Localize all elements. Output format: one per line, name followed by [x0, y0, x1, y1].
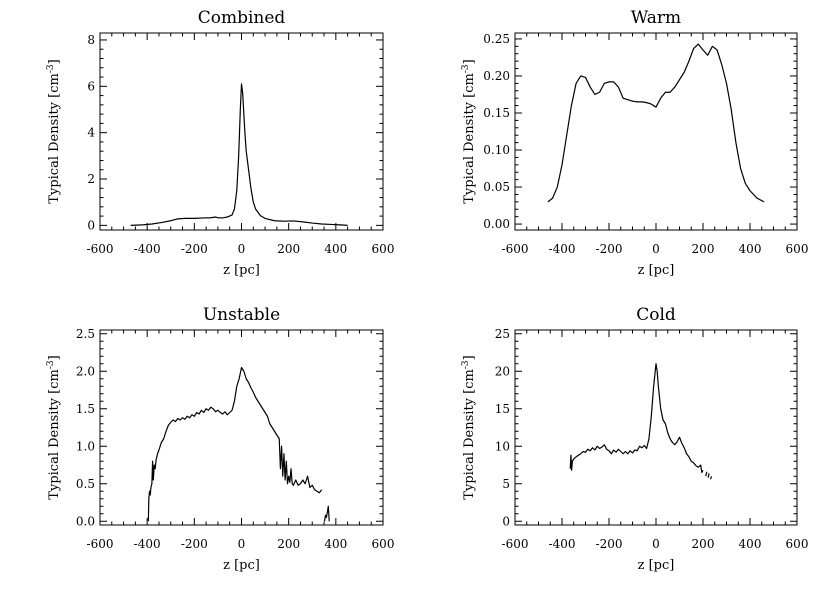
- x-tick-label: 0: [652, 537, 660, 551]
- y-tick-label: 0.05: [483, 180, 510, 194]
- x-tick-label: -200: [596, 242, 623, 256]
- series-line-warm: [547, 43, 765, 203]
- plot-frame: [514, 32, 798, 231]
- chart-title: Cold: [636, 305, 676, 325]
- y-tick-label: 0.10: [483, 143, 510, 157]
- y-tick-label: 2: [87, 172, 95, 186]
- series-line-cold: [705, 471, 708, 477]
- x-tick-label: 400: [324, 242, 347, 256]
- y-tick-label: 0.0: [76, 514, 95, 528]
- x-tick-label: -400: [549, 537, 576, 551]
- x-tick-label: -600: [502, 242, 529, 256]
- x-tick-label: 400: [739, 537, 762, 551]
- x-tick-label: 400: [324, 537, 347, 551]
- series-line-unstable: [323, 505, 330, 522]
- chart-title: Combined: [198, 8, 286, 28]
- y-tick-label: 6: [87, 79, 95, 93]
- y-tick-label: 0.20: [483, 69, 510, 83]
- y-tick-label: 0.25: [483, 32, 510, 46]
- x-tick-label: -400: [549, 242, 576, 256]
- plot-frame: [514, 329, 798, 526]
- x-tick-label: 0: [652, 242, 660, 256]
- y-tick-label: 0.5: [76, 477, 95, 491]
- y-tick-label: 0.15: [483, 106, 510, 120]
- x-tick-label: -200: [181, 537, 208, 551]
- x-tick-label: 600: [372, 242, 395, 256]
- y-tick-label: 1.0: [76, 439, 95, 453]
- x-tick-label: -600: [502, 537, 529, 551]
- x-tick-label: -400: [134, 242, 161, 256]
- x-tick-label: 600: [786, 537, 809, 551]
- x-tick-label: -400: [134, 537, 161, 551]
- x-axis-label: z [pc]: [223, 263, 260, 278]
- plot-frame: [99, 32, 384, 231]
- panel-combined: Combined -600 -400 -200 0 200 400 600 0 2 4 6 8 z [pc…: [46, 8, 394, 278]
- y-tick-label: 15: [495, 402, 510, 416]
- series-line-unstable: [147, 366, 323, 522]
- y-axis-label: Typical Density [cm-3]: [46, 59, 62, 203]
- y-tick-label: 0.00: [483, 217, 510, 231]
- x-tick-label: -600: [87, 242, 114, 256]
- series-line-cold: [709, 476, 713, 480]
- chart-title: Warm: [631, 8, 681, 28]
- plot-frame: [99, 329, 384, 526]
- x-tick-label: 600: [372, 537, 395, 551]
- series-line-combined: [130, 83, 348, 226]
- x-tick-label: 200: [277, 537, 300, 551]
- y-tick-label: 2.5: [76, 327, 95, 341]
- y-tick-label: 8: [87, 33, 95, 47]
- y-tick-label: 2.0: [76, 364, 95, 378]
- x-tick-label: 200: [692, 242, 715, 256]
- y-axis-label: Typical Density [cm-3]: [461, 355, 477, 499]
- y-tick-label: 0: [87, 218, 95, 232]
- x-tick-label: 200: [277, 242, 300, 256]
- y-axis-label: Typical Density [cm-3]: [46, 355, 62, 499]
- y-tick-label: 1.5: [76, 402, 95, 416]
- y-tick-label: 25: [495, 327, 510, 341]
- x-tick-label: 600: [786, 242, 809, 256]
- x-tick-label: 0: [238, 537, 246, 551]
- chart-title: Unstable: [203, 305, 280, 325]
- x-tick-label: 0: [238, 242, 246, 256]
- y-tick-label: 4: [87, 126, 95, 140]
- panel-warm: Warm -600 -400 -200 0 200 400 600 0.00 0.05 0.10 0.…: [461, 8, 808, 278]
- y-axis-label: Typical Density [cm-3]: [461, 59, 477, 203]
- y-tick-label: 0: [502, 514, 510, 528]
- x-axis-label: z [pc]: [638, 558, 675, 573]
- series-line-cold: [707, 473, 710, 478]
- panel-cold: Cold -600 -400 -200 0 200 400 600 0 5 10 15 20 25 z [p…: [461, 305, 808, 573]
- y-tick-label: 10: [495, 439, 510, 453]
- x-tick-label: -200: [596, 537, 623, 551]
- x-tick-label: -600: [87, 537, 114, 551]
- panel-unstable: Unstable -600 -400 -200 0 200 400 600 0.0 0.5 1.0 1…: [46, 305, 394, 573]
- y-tick-label: 20: [495, 364, 510, 378]
- x-axis-label: z [pc]: [638, 263, 675, 278]
- x-tick-label: -200: [181, 242, 208, 256]
- x-tick-label: 400: [739, 242, 762, 256]
- series-line-cold: [569, 363, 704, 474]
- y-tick-label: 5: [502, 477, 510, 491]
- x-tick-label: 200: [692, 537, 715, 551]
- x-axis-label: z [pc]: [223, 558, 260, 573]
